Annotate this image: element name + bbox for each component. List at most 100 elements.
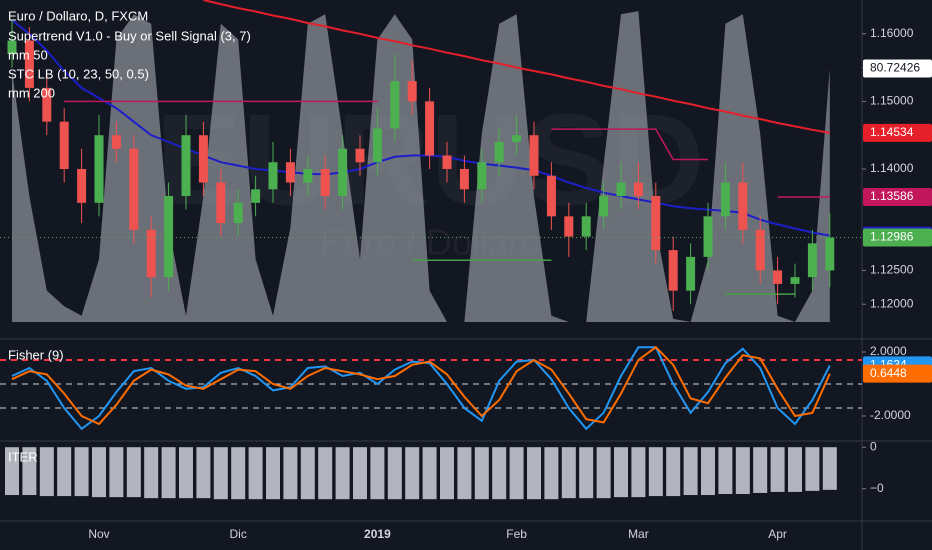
candle-body [268,162,278,190]
iter-bar [596,447,611,499]
iter-bar [57,447,72,497]
iter-bar [788,447,802,492]
iter-bar [196,447,211,499]
iter-bar [492,447,507,500]
iter-bar [422,447,437,500]
y-tick-label: -2.0000 [870,408,911,422]
candle-body [477,162,487,190]
iter-bar [74,447,89,497]
pane-title: Fisher (9) [8,347,64,362]
iter-bar [92,447,106,498]
candle-body [564,216,574,237]
iter-bar [109,447,124,498]
price-badge-label: 1.13586 [870,189,914,203]
price-badge-label: 1.14534 [870,125,914,139]
pane-title: ITER [8,449,38,464]
iter-bar [822,447,837,490]
x-tick-label: 2019 [364,527,391,541]
x-tick-label: Dic [230,527,247,541]
candle-body [529,135,539,176]
indicator-label: mm 50 [8,47,48,62]
iter-bar [527,447,541,500]
candle-body [303,169,313,183]
candle-body [425,101,435,156]
iter-bar [561,447,576,499]
y-tick-label: 1.12500 [870,263,914,277]
y-tick-label: 1.14000 [870,161,914,175]
candle-body [285,162,295,183]
fisher-line [11,345,831,426]
candle-body [633,182,643,197]
candle-body [320,169,330,197]
iter-bar [440,447,454,500]
candle-body [372,128,382,163]
iter-bar [718,447,733,494]
stc-area [12,11,830,322]
candle-body [94,135,104,203]
iter-bar [735,447,750,494]
candle-body [146,229,156,278]
iter-bar [353,447,367,500]
iter-bar [370,447,385,500]
indicator-label: Supertrend V1.0 - Buy or Sell Signal (3,… [8,28,251,43]
iter-bar [213,447,228,500]
iter-bar [614,447,628,498]
candle-body [198,135,208,183]
candle-body [599,196,609,217]
iter-bar [161,447,176,499]
candle-body [668,250,678,291]
candle-body [233,202,243,224]
iter-bar [457,447,472,500]
y-tick-label: 1.15000 [870,94,914,108]
candle-body [216,182,226,224]
chart-title: Euro / Dollaro, D, FXCM [8,8,148,23]
iter-bar [683,447,698,496]
x-tick-label: Apr [768,527,787,541]
candle-body [77,169,87,203]
iter-bar [753,447,768,493]
price-badge [863,228,932,247]
candle-body [42,87,52,122]
iter-bar [283,447,298,500]
candle-body [407,81,417,102]
candle-body [807,243,817,278]
iter-bar [387,447,402,500]
candle-body [790,277,800,284]
candle-body [546,175,556,217]
candle-body [581,216,591,237]
iter-bar [335,447,350,500]
iter-bar [179,447,193,499]
iter-bar [666,447,681,497]
price-badge-label: 0.6448 [870,366,907,380]
price-badge [863,187,932,206]
candle-body [442,155,452,169]
iter-bar [770,447,785,492]
candle-body [686,256,696,291]
candle-body [181,135,191,197]
iter-bar [474,447,489,500]
iter-bar [701,447,715,496]
y-tick-label: −0 [870,481,884,495]
candle-body [773,270,783,284]
candle-body [720,182,730,217]
candle-body [616,182,626,197]
iter-bar [648,447,663,497]
candle-body [390,81,400,129]
candle-body [825,237,835,271]
x-tick-label: Nov [88,527,109,541]
indicator-line [64,100,830,198]
iter-bar [231,447,246,500]
indicator-line [11,19,830,237]
indicator-line [412,259,795,295]
price-badge-label: 80.72426 [870,61,920,75]
candle-body [494,141,504,163]
indicator-line [203,0,830,134]
iter-bar [631,447,646,498]
indicator-label: STC LB (10, 23, 50, 0.5) [8,66,149,81]
candle-body [738,182,748,230]
price-badge-label: 1.12986 [870,230,914,244]
iter-bar [144,447,159,499]
x-tick-label: Feb [506,527,527,541]
y-tick-label: 1.16000 [870,26,914,40]
